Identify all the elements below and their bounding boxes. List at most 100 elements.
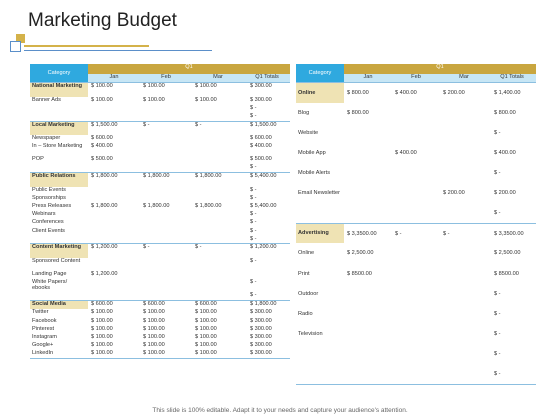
feb-value (140, 228, 192, 236)
jan-value: $ 1,800.00 (91, 203, 118, 209)
row-label: Social Media (30, 299, 88, 310)
month-header-jan: Jan (88, 74, 140, 83)
q1-total-value: $ 5,400.00 (244, 172, 291, 187)
table-row: Twitter $ 100.00 $ 100.00 $ 100.00 $ 300.00 (30, 309, 290, 317)
mar-value (192, 236, 244, 244)
row-label: Online (296, 82, 344, 103)
q1-total-value: $ 200.00 (494, 190, 516, 197)
row-label (30, 105, 88, 113)
q1-total-value: $ - (250, 292, 257, 299)
category-header: Category (30, 64, 88, 83)
mar-value (440, 243, 488, 263)
feb-value (392, 284, 440, 304)
jan-value: $ 100.00 (91, 333, 113, 340)
mar-value (192, 279, 244, 292)
jan-value (88, 292, 140, 300)
q1-total-value: $ - (250, 194, 257, 201)
mar-value: $ 100.00 (195, 342, 217, 349)
q1-total-value: $ 3,3500.00 (488, 222, 537, 244)
feb-value (392, 344, 440, 364)
feb-value (392, 203, 440, 223)
jan-value (88, 228, 140, 236)
table-row: Banner Ads $ 100.00 $ 100.00 $ 100.00 $ 300.… (30, 97, 290, 105)
jan-value (344, 324, 392, 344)
jan-value (88, 236, 140, 244)
q1-total-value (244, 271, 290, 279)
feb-value: $ - (140, 120, 192, 136)
table-row: Blog $ 800.00 $ 800.00 (296, 103, 536, 123)
table-row: Newspaper $ 600.00 $ 600.00 (30, 135, 290, 143)
section-row: Content Marketing $ 1,200.00 $ - $ - $ 1,200… (30, 243, 291, 258)
row-label: Client Events (32, 227, 65, 234)
q1-total-value: $ - (494, 129, 501, 136)
mar-value (192, 156, 244, 164)
feb-value (392, 364, 440, 386)
feb-value (392, 183, 440, 203)
row-label: Facebook (32, 317, 57, 324)
feb-value (140, 236, 192, 244)
feb-value (392, 103, 440, 123)
q1-total-value: $ - (494, 290, 501, 297)
q1-total-value: $ - (250, 104, 257, 111)
mar-value: $ 100.00 (192, 350, 244, 359)
q1-total-value: $ - (250, 164, 257, 171)
jan-value: $ 1,800.00 (88, 172, 140, 187)
table-row: In – Store Marketing $ 400.00 $ 400.00 (30, 143, 290, 156)
table-row: Email Newsletter $ 200.00 $ 200.00 (296, 183, 536, 203)
table-row: Public Events $ - (30, 187, 290, 195)
title-underline-gold (24, 45, 149, 47)
feb-value: $ 600.00 (140, 299, 192, 310)
row-label (296, 364, 344, 386)
feb-value (140, 135, 192, 143)
mar-value (192, 211, 244, 219)
feb-value (392, 324, 440, 344)
month-header-feb: Feb (140, 74, 192, 83)
row-label: Webinars (32, 211, 56, 218)
table-row: $ - (296, 203, 536, 223)
jan-value: $ 100.00 (91, 342, 113, 349)
row-label: Television (298, 331, 323, 338)
q1-total-value: $ - (488, 364, 537, 386)
jan-value: $ 100.00 (88, 350, 140, 359)
jan-value: $ 1,200.00 (88, 243, 140, 258)
q1-total-value: $ - (250, 211, 257, 218)
jan-value (88, 219, 140, 227)
budget-table-left: Category Q1 Jan Feb Mar Q1 Totals Nation… (30, 64, 291, 359)
jan-value: $ 800.00 (347, 109, 369, 116)
jan-value: $ 100.00 (91, 96, 113, 103)
mar-value (192, 105, 244, 113)
feb-value (392, 243, 440, 263)
mar-value (192, 228, 244, 236)
feb-value: $ 1,800.00 (143, 203, 170, 209)
mar-value (192, 113, 244, 121)
feb-value (140, 292, 192, 300)
table-row: $ - (296, 364, 537, 386)
mar-value (440, 284, 488, 304)
mar-value (440, 123, 488, 143)
table-row: Sponsorships $ - (30, 195, 290, 203)
row-label (30, 292, 88, 300)
jan-value: $ 100.00 (91, 309, 113, 316)
table-row: Landing Page $ 1,200.00 (30, 271, 290, 279)
row-label: Press Releases (32, 203, 72, 209)
mar-value (440, 324, 488, 344)
feb-value: $ 400.00 (392, 82, 440, 103)
row-label: Twitter (32, 309, 49, 316)
q1-total-value: $ - (250, 112, 257, 119)
table-row: Outdoor $ - (296, 284, 536, 304)
mar-value: $ 100.00 (195, 325, 217, 332)
feb-value: $ 100.00 (143, 309, 165, 316)
jan-value: $ 1,500.00 (88, 120, 140, 136)
footer-note: This slide is 100% editable. Adapt it to… (152, 407, 408, 414)
mar-value (192, 195, 244, 203)
table-row: POP $ 500.00 $ 500.00 (30, 156, 290, 164)
q1-total-value: $ 2,500.00 (494, 250, 521, 257)
table-row: Mobile App $ 400.00 $ 400.00 (296, 143, 536, 163)
row-label: Landing Page (32, 270, 67, 277)
table-row: Google+ $ 100.00 $ 100.00 $ 100.00 $ 300.00 (30, 342, 290, 350)
mar-value (192, 135, 244, 143)
right-table-body: Online $ 800.00 $ 400.00 $ 200.00 $ 1,400.00… (296, 82, 537, 386)
feb-value (140, 113, 192, 121)
table-row: Instagram $ 100.00 $ 100.00 $ 100.00 $ 300.0… (30, 334, 290, 342)
q1-total-value: $ - (250, 219, 257, 226)
